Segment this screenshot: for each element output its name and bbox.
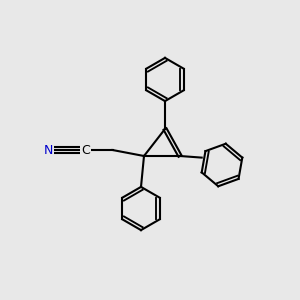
Text: N: N [43,143,53,157]
Text: C: C [81,143,90,157]
